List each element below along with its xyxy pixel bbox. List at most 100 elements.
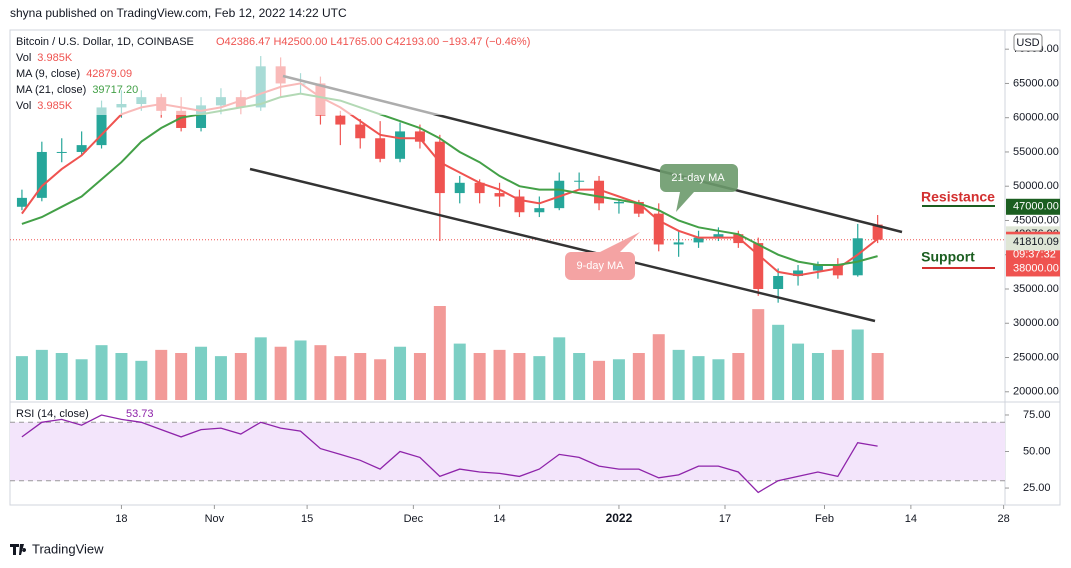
candle-body: [793, 270, 804, 276]
volume-bar: [115, 353, 128, 400]
volume-bar: [533, 356, 546, 400]
legend-value: 3.985K: [37, 100, 73, 112]
volume-bar: [234, 353, 247, 400]
candle-body: [633, 201, 644, 214]
price-label: 47000.00: [1013, 201, 1059, 213]
currency-box: [1013, 33, 1043, 52]
x-tick-label: 2022: [606, 511, 633, 525]
rsi-name: RSI (14, close): [16, 408, 89, 420]
volume-bar: [354, 353, 367, 400]
price-label-box: [1006, 198, 1060, 215]
candle-body: [454, 182, 465, 194]
y-tick-label: 50000.00: [1013, 180, 1059, 192]
legend-value: 42879.09: [86, 68, 132, 80]
volume-bar: [493, 349, 506, 400]
candle-body: [574, 180, 585, 182]
x-tick-label: Feb: [815, 513, 834, 525]
volume-bar: [314, 345, 327, 400]
ma-line: [21, 92, 878, 266]
plot: 20000.0025000.0030000.0035000.0040000.00…: [10, 43, 1060, 525]
volume-bar: [294, 340, 307, 400]
price-label-box: [1006, 234, 1060, 251]
legend-value: 3.985K: [37, 52, 73, 64]
ma9-label: 9-day MA: [576, 260, 624, 272]
volume-bar: [772, 324, 785, 400]
price-label-box: [1006, 260, 1060, 277]
candle-body: [56, 151, 67, 153]
legend-name: MA (21, close): [16, 84, 86, 96]
volume-bar: [254, 337, 267, 400]
volume-bar: [274, 346, 287, 400]
candle-body: [812, 265, 823, 271]
candle-body: [96, 107, 107, 146]
volume-bar: [453, 343, 466, 400]
candle-body: [673, 242, 684, 245]
candle-body: [395, 131, 406, 159]
symbol: Bitcoin / U.S. Dollar, 1D, COINBASE: [16, 36, 194, 48]
legend-value: 39717.20: [92, 84, 138, 96]
volume-bar: [573, 353, 586, 400]
volume-bar: [851, 329, 864, 400]
volume-bar: [473, 353, 486, 400]
y-tick-label: 65000.00: [1013, 77, 1059, 89]
volume-bar: [871, 353, 884, 400]
volume-bar: [135, 360, 148, 400]
legend-name: MA (9, close): [16, 68, 80, 80]
rsi-tick-label: 75.00: [1023, 409, 1051, 421]
legend-backdrop: [12, 33, 572, 115]
candle-body: [36, 151, 47, 198]
rsi-value: 53.73: [126, 408, 154, 420]
volume-bar: [214, 356, 227, 400]
volume-bar: [811, 353, 824, 400]
volume-bar: [175, 353, 188, 400]
y-tick-label: 25000.00: [1013, 351, 1059, 363]
y-tick-label: 30000.00: [1013, 317, 1059, 329]
volume-bar: [35, 349, 48, 400]
volume-bar: [155, 349, 168, 400]
currency: USD: [1016, 37, 1039, 49]
volume-bar: [712, 359, 725, 400]
y-tick-label: 60000.00: [1013, 112, 1059, 124]
candle-body: [474, 182, 485, 194]
volume-bar: [15, 356, 28, 400]
candle-body: [653, 213, 664, 245]
x-tick-label: 28: [997, 513, 1009, 525]
candle-body: [852, 238, 863, 276]
candle-body: [872, 224, 883, 240]
candle-body: [335, 115, 346, 125]
volume-bar: [632, 353, 645, 400]
lower-trendline: [249, 167, 876, 323]
candle-body: [196, 105, 207, 128]
candle-body: [16, 197, 27, 207]
volume-bar: [95, 345, 108, 400]
legend-name: Vol: [16, 100, 31, 112]
countdown-box: [1006, 247, 1060, 262]
candle-body: [773, 275, 784, 289]
y-tick-label: 55000.00: [1013, 146, 1059, 158]
candle-body: [613, 201, 624, 204]
candle-body: [594, 180, 605, 204]
x-tick-label: 14: [493, 513, 505, 525]
volume-bar: [672, 349, 685, 400]
volume-bar: [513, 353, 526, 400]
x-tick-label: Nov: [205, 513, 225, 525]
ma21-label: 21-day MA: [671, 172, 725, 184]
logo: [10, 544, 27, 555]
volume-bar: [831, 349, 844, 400]
price-label: 38000.00: [1013, 262, 1059, 274]
candle-body: [693, 237, 704, 243]
candle-body: [176, 110, 187, 128]
volume-bar: [433, 306, 446, 400]
volume-bar: [55, 353, 68, 400]
ma21-callout: [660, 164, 738, 212]
volume-bar: [75, 359, 88, 400]
rsi-tick-label: 25.00: [1023, 482, 1051, 494]
volume-bar: [792, 343, 805, 400]
volume-bar: [394, 346, 407, 400]
y-tick-label: 20000.00: [1013, 386, 1059, 398]
candle-body: [753, 243, 764, 289]
volume-bar: [612, 359, 625, 400]
ma9-callout: [565, 232, 640, 280]
volume-bar: [374, 359, 387, 400]
